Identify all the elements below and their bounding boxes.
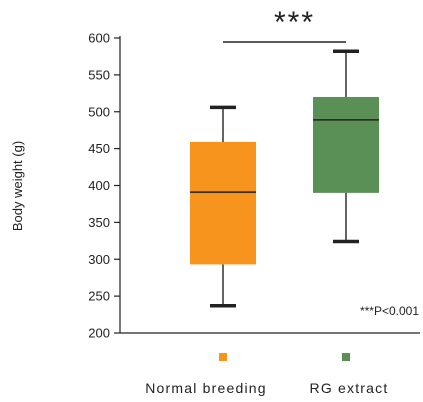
significance-bracket: *** xyxy=(223,6,346,43)
y-tick-label: 200 xyxy=(88,326,110,341)
box-rg-extract xyxy=(313,49,379,244)
y-tick-label: 400 xyxy=(88,178,110,193)
significance-stars: *** xyxy=(274,6,315,39)
category-label: Normal breeding xyxy=(145,380,267,396)
boxes-layer xyxy=(190,49,379,308)
y-tick-label: 350 xyxy=(88,215,110,230)
y-tick-label: 250 xyxy=(88,289,110,304)
y-tick-label: 300 xyxy=(88,252,110,267)
category-label: RG extract xyxy=(310,380,389,396)
y-tick-label: 600 xyxy=(88,31,110,46)
box-normal-breeding xyxy=(190,105,256,308)
legend-swatch xyxy=(219,353,227,361)
y-tick-label: 550 xyxy=(88,67,110,82)
iqr-box xyxy=(190,141,256,265)
p-value-annotation: ***P<0.001 xyxy=(360,304,419,318)
legend: Normal breeding RG extract xyxy=(145,353,389,396)
y-axis: 200 250 300 350 400 450 500 550 600 xyxy=(88,31,121,341)
y-tick-label: 500 xyxy=(88,104,110,119)
legend-swatch xyxy=(342,353,350,361)
iqr-box xyxy=(313,97,379,193)
y-axis-title: Body weight (g) xyxy=(10,141,25,231)
y-tick-label: 450 xyxy=(88,141,110,156)
